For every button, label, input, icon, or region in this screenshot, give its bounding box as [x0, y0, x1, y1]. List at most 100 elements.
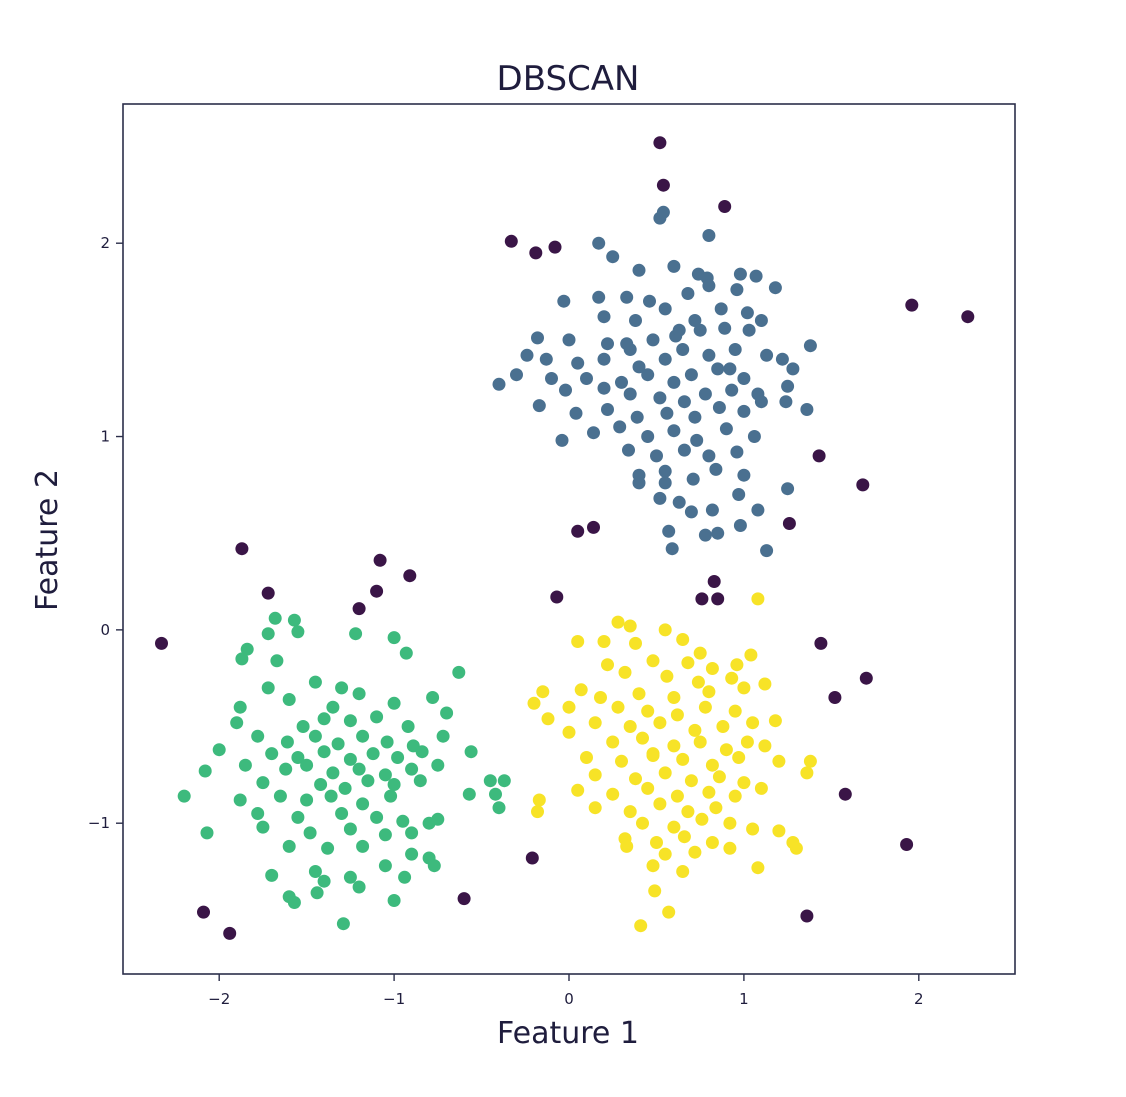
point-cluster-upper-97 [658, 476, 672, 490]
point-cluster-left-4 [349, 627, 363, 641]
point-noise-13 [235, 542, 249, 556]
point-cluster-left-72 [335, 807, 349, 820]
point-cluster-left-46 [300, 758, 314, 772]
point-cluster-upper-41 [658, 352, 672, 366]
point-cluster-right-80 [667, 820, 681, 834]
point-cluster-left-24 [343, 714, 357, 728]
point-cluster-upper-33 [718, 321, 732, 335]
point-cluster-upper-93 [686, 472, 700, 486]
point-cluster-left-28 [280, 735, 294, 749]
point-cluster-upper-84 [747, 430, 761, 443]
point-cluster-upper-103 [705, 503, 719, 517]
point-noise-6 [905, 298, 919, 312]
point-noise-25 [859, 671, 873, 685]
point-cluster-upper-49 [580, 372, 593, 385]
point-cluster-right-29 [611, 700, 625, 714]
point-cluster-upper-21 [658, 302, 672, 316]
point-cluster-left-34 [436, 729, 450, 743]
point-cluster-left-7 [399, 646, 413, 660]
point-cluster-left-53 [256, 776, 270, 790]
point-cluster-right-98 [648, 884, 662, 898]
point-cluster-right-41 [768, 714, 782, 728]
point-cluster-left-17 [282, 693, 296, 706]
point-cluster-right-0 [611, 615, 625, 629]
point-cluster-right-55 [732, 751, 746, 764]
point-cluster-right-37 [653, 716, 667, 730]
point-cluster-upper-5 [632, 263, 646, 277]
point-cluster-left-13 [352, 687, 366, 701]
point-cluster-left-95 [317, 874, 331, 888]
point-cluster-upper-100 [672, 495, 686, 509]
point-noise-19 [550, 590, 564, 604]
point-cluster-right-5 [597, 635, 611, 648]
point-cluster-right-2 [658, 623, 672, 637]
point-cluster-right-1 [623, 619, 637, 633]
point-cluster-left-77 [492, 801, 506, 815]
point-cluster-upper-48 [545, 372, 558, 385]
point-cluster-left-64 [300, 793, 314, 807]
point-cluster-right-13 [705, 662, 719, 675]
point-noise-20 [695, 592, 709, 606]
y-tick-label: −1 [88, 814, 110, 832]
point-cluster-upper-26 [531, 331, 544, 345]
point-cluster-right-53 [676, 752, 690, 766]
point-cluster-left-83 [405, 826, 419, 840]
x-axis-ticks: −2 −1 0 1 2 [208, 974, 924, 1008]
point-cluster-left-54 [314, 778, 328, 791]
point-cluster-left-9 [235, 652, 249, 666]
point-cluster-left-84 [282, 839, 296, 853]
point-cluster-right-19 [536, 685, 550, 699]
point-cluster-upper-66 [781, 379, 795, 393]
point-cluster-left-1 [287, 613, 301, 627]
point-cluster-right-99 [662, 905, 676, 919]
point-cluster-left-40 [366, 747, 380, 761]
point-cluster-left-48 [352, 762, 366, 776]
point-cluster-left-58 [413, 774, 427, 788]
point-cluster-right-20 [574, 683, 588, 697]
point-cluster-left-81 [343, 822, 357, 836]
point-cluster-upper-47 [510, 368, 523, 382]
point-cluster-left-21 [230, 716, 244, 730]
point-cluster-right-38 [688, 723, 702, 737]
point-cluster-left-0 [268, 611, 282, 625]
point-cluster-upper-85 [555, 433, 569, 447]
point-cluster-right-92 [688, 845, 702, 859]
point-cluster-left-79 [256, 820, 270, 834]
point-cluster-right-95 [646, 859, 660, 873]
point-cluster-left-56 [361, 774, 375, 788]
point-cluster-right-43 [606, 735, 620, 749]
point-cluster-left-67 [384, 789, 398, 803]
point-cluster-upper-15 [643, 294, 656, 308]
point-cluster-upper-105 [662, 524, 676, 538]
point-cluster-left-63 [273, 789, 287, 803]
point-cluster-upper-101 [732, 488, 746, 501]
point-cluster-upper-51 [641, 368, 655, 382]
point-cluster-upper-34 [742, 323, 756, 337]
point-noise-32 [223, 926, 237, 940]
x-tick-label: −2 [208, 990, 230, 1008]
point-cluster-upper-11 [768, 281, 782, 295]
point-cluster-right-81 [695, 812, 709, 826]
point-cluster-upper-9 [733, 267, 747, 281]
point-cluster-right-66 [606, 787, 620, 801]
plot-frame [122, 103, 1016, 975]
point-cluster-left-94 [427, 859, 441, 873]
point-cluster-right-51 [615, 754, 628, 768]
point-cluster-upper-102 [684, 505, 698, 519]
point-noise-7 [961, 310, 975, 324]
point-cluster-upper-69 [601, 403, 614, 416]
point-cluster-upper-64 [725, 383, 739, 397]
point-cluster-upper-24 [740, 306, 754, 320]
point-cluster-left-41 [391, 751, 405, 764]
point-cluster-upper-70 [630, 410, 644, 424]
point-cluster-right-26 [758, 677, 772, 691]
point-cluster-upper-78 [587, 426, 600, 440]
point-noise-26 [828, 691, 842, 704]
point-cluster-right-100 [634, 919, 648, 933]
point-cluster-upper-113 [620, 337, 634, 351]
point-noise-33 [800, 909, 814, 923]
point-cluster-upper-74 [737, 404, 751, 418]
point-cluster-upper-63 [698, 387, 712, 401]
point-cluster-upper-45 [760, 348, 774, 362]
point-cluster-right-79 [636, 816, 649, 830]
